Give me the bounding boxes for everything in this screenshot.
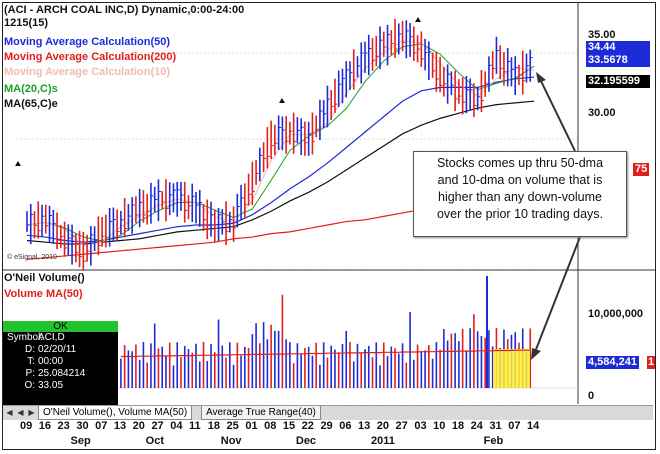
tab-next-icon[interactable]: ▶: [28, 408, 35, 417]
callout-line-3: higher than any down-volume: [438, 190, 602, 204]
tab-oneil-volume[interactable]: O'Neil Volume(), Volume MA(50): [38, 406, 193, 420]
info-status: OK: [3, 321, 118, 332]
date-axis-day: 07: [95, 420, 108, 432]
ma-line: [26, 100, 535, 245]
date-axis-day: 27: [395, 420, 408, 432]
date-axis-day: 16: [38, 420, 52, 432]
volume-pane-title[interactable]: O'Neil Volume(): [4, 272, 85, 284]
callout-arrowhead-top: [536, 72, 546, 83]
legend-ma65[interactable]: MA(65,C)e: [4, 98, 58, 110]
callout-line-2: and 10-dma on volume that is: [437, 173, 603, 187]
volume-bars: [120, 276, 532, 388]
price-tag-last: 34.44: [586, 41, 650, 54]
volume-ma-label[interactable]: Volume MA(50): [4, 288, 83, 300]
study-tab-bar: ◀ ◀ ▶ O'Neil Volume(), Volume MA(50) Ave…: [3, 405, 653, 420]
date-axis-day: 22: [301, 420, 314, 432]
date-axis-day: 18: [207, 420, 221, 432]
chart-code: 1215(15): [4, 17, 49, 29]
callout-arrow-top: [539, 78, 576, 152]
date-axis-month: 2011: [371, 435, 395, 447]
price-axis-label-35: 35.00: [588, 29, 616, 41]
date-axis-day: 03: [414, 420, 427, 432]
date-axis-day: 24: [470, 420, 483, 432]
date-axis-day: 13: [113, 420, 127, 432]
date-axis-day: 04: [170, 420, 183, 432]
callout-arrowhead-bottom: [531, 348, 541, 360]
date-axis-day: 25: [226, 420, 239, 432]
chart-decorations: [15, 17, 581, 360]
volume-current-tag: 4,584,241: [586, 356, 639, 369]
price-axis-label-30: 30.00: [588, 107, 616, 119]
tab-average-true-range[interactable]: Average True Range(40): [201, 406, 321, 420]
callout-arrow-bottom: [534, 236, 581, 353]
date-axis-day: 07: [508, 420, 521, 432]
volume-ma-tag: 1: [647, 356, 656, 369]
date-axis-month: Nov: [220, 435, 242, 447]
date-axis-day: 20: [376, 420, 390, 432]
legend-ma200[interactable]: Moving Average Calculation(200): [4, 51, 177, 63]
date-axis-day: 01: [245, 420, 258, 432]
date-axis-day: 20: [132, 420, 145, 432]
date-axis-day: 27: [151, 420, 164, 432]
date-axis-day: 30: [76, 420, 89, 432]
info-row-price: P: 25.084214: [25, 368, 86, 379]
peak-marker: [415, 17, 421, 22]
chart-title: (ACI - ARCH COAL INC,D) Dynamic,0:00-24:…: [4, 4, 245, 16]
callout-line-1: Stocks comes up thru 50-dma: [436, 156, 604, 170]
date-axis-day: 09: [20, 420, 33, 432]
date-axis-day: 29: [320, 420, 333, 432]
price-tag-ma65: 32.195599: [586, 75, 650, 88]
date-axis-day: 31: [489, 420, 502, 432]
callout-line-4: over the prior 10 trading days.: [436, 207, 604, 221]
volume-ma-line: [120, 349, 531, 358]
legend-ma10[interactable]: Moving Average Calculation(10): [4, 66, 171, 78]
price-tag-ma200: 75: [633, 163, 650, 176]
info-row-date: D: 02/20/11: [25, 344, 77, 355]
date-axis-day: 08: [264, 420, 277, 432]
annotation-callout: Stocks comes up thru 50-dma and 10-dma o…: [413, 151, 627, 237]
date-axis-month: Dec: [295, 435, 317, 447]
date-axis-day: 13: [358, 420, 371, 432]
date-axis-day: 14: [527, 420, 540, 432]
info-row-open: O: 33.05: [24, 380, 64, 391]
info-row-time: T: 00:00: [27, 356, 64, 367]
date-axis-day: 06: [339, 420, 352, 432]
volume-highlight-box: [493, 349, 530, 388]
date-axis-month: Sep: [70, 435, 91, 447]
volume-axis-label: 10,000,000: [588, 308, 644, 320]
price-tag-ma50: 33.5678: [586, 54, 650, 67]
esignal-watermark: © eSignal, 2010: [7, 254, 57, 261]
ma-line: [26, 76, 535, 243]
info-row-symbol: Symbol:ACI,D: [7, 332, 65, 343]
date-axis-month: Feb: [483, 435, 504, 447]
peak-marker: [279, 98, 285, 103]
volume-axis-zero: 0: [588, 390, 595, 402]
tab-first-icon[interactable]: ◀: [6, 408, 13, 417]
cursor-info-box: OK Symbol:ACI,D D: 02/20/11 T: 00:00 P: 25.…: [3, 321, 118, 405]
tab-prev-icon[interactable]: ◀: [17, 408, 24, 417]
date-axis-day: 23: [57, 420, 70, 432]
date-axis-month: Oct: [145, 435, 164, 447]
legend-ma50[interactable]: Moving Average Calculation(50): [4, 36, 171, 48]
peak-marker: [15, 161, 21, 166]
date-axis-day: 18: [451, 420, 465, 432]
legend-ma20[interactable]: MA(20,C)s: [4, 83, 58, 95]
date-axis-day: 11: [189, 420, 201, 432]
date-axis-day: 10: [433, 420, 446, 432]
ma20-line: [26, 43, 535, 242]
date-axis-day: 15: [282, 420, 296, 432]
price-bars: [26, 18, 533, 271]
